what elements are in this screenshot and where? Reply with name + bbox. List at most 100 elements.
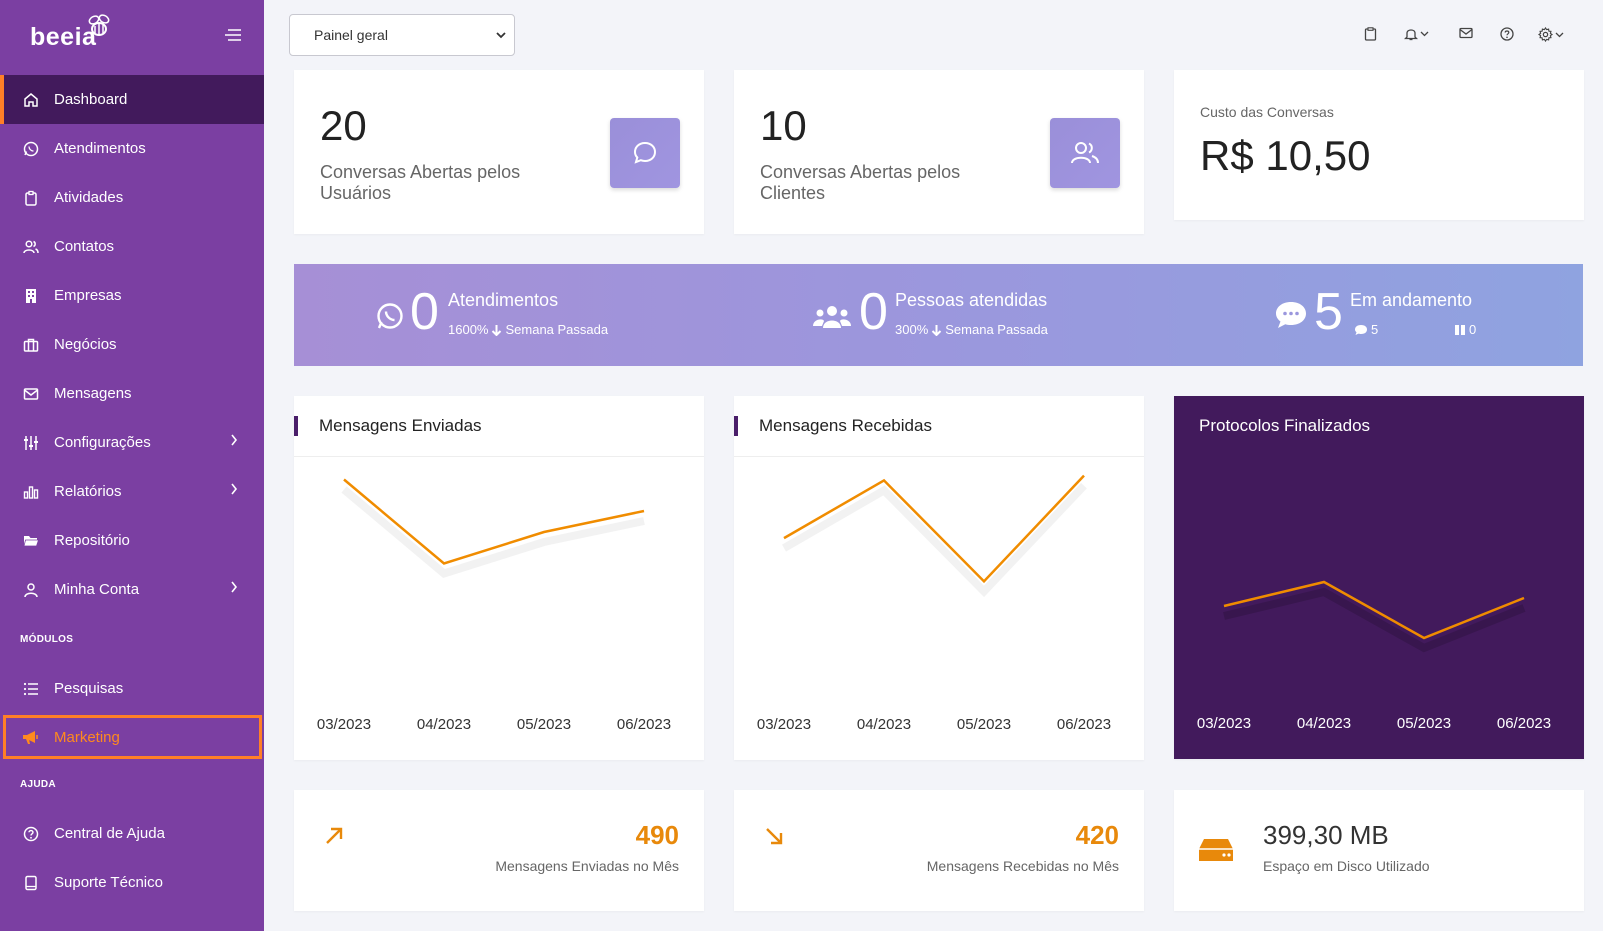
tablet-icon: [22, 874, 40, 892]
pessoas-sub: 300% Semana Passada: [895, 322, 1048, 337]
pessoas-pct: 300%: [895, 322, 929, 337]
bottom-label: Espaço em Disco Utilizado: [1263, 858, 1430, 874]
andamento-chat-count: 5: [1371, 322, 1379, 337]
sidebar-item-label: Negócios: [54, 336, 117, 353]
logo[interactable]: beeia: [0, 0, 264, 75]
folder-icon: [22, 532, 40, 550]
series-line: [1223, 580, 1525, 640]
sidebar-item-label: Empresas: [54, 287, 122, 304]
chevron-down-icon: [496, 32, 506, 39]
chart-recebidas: 03/2023 04/2023 05/2023 06/2023: [757, 474, 1111, 733]
atendimentos-value: 0: [410, 283, 439, 341]
x-tick-label: 03/2023: [1197, 715, 1251, 732]
x-tick-label: 05/2023: [957, 716, 1011, 733]
sidebar-item-relatorios[interactable]: Relatórios: [0, 467, 264, 516]
andamento-chat: 5: [1354, 322, 1378, 337]
bottom-card-disk: 399,30 MB Espaço em Disco Utilizado: [1174, 790, 1584, 911]
cost-label: Custo das Conversas: [1200, 104, 1334, 120]
chevron-down-icon: [1420, 31, 1429, 37]
bottom-value: 490: [635, 820, 679, 850]
sidebar-item-label: Atendimentos: [54, 140, 146, 157]
chart-card-enviadas: Mensagens Enviadas 03/2023 04/2023 05/2023…: [294, 396, 704, 760]
logo-text: beeia: [30, 23, 97, 51]
sidebar-item-central-de-ajuda[interactable]: Central de Ajuda: [0, 809, 264, 858]
mail-icon: [22, 385, 40, 403]
sidebar-item-minha-conta[interactable]: Minha Conta: [0, 565, 264, 614]
bottom-label: Mensagens Recebidas no Mês: [926, 858, 1119, 874]
sidebar-item-label: Dashboard: [54, 91, 128, 108]
bee-icon: [88, 14, 110, 36]
sidebar-item-dashboard[interactable]: Dashboard: [0, 75, 264, 124]
sidebar-item-label: Atividades: [54, 189, 124, 206]
list-icon: [22, 680, 40, 698]
x-tick-label: 04/2023: [1297, 715, 1351, 732]
clipboard-icon: [22, 189, 40, 207]
chart-title: Mensagens Enviadas: [319, 416, 482, 435]
dashboard-select-value: Painel geral: [314, 27, 388, 43]
bell-icon: [1404, 29, 1418, 41]
sidebar-item-label: Contatos: [54, 238, 115, 255]
dashboard-select[interactable]: Painel geral: [289, 14, 515, 56]
x-tick-label: 06/2023: [1497, 715, 1551, 732]
stat-label: Conversas Abertas pelos Clientes: [760, 162, 961, 203]
sidebar-item-repositorio[interactable]: Repositório: [0, 516, 264, 565]
atendimentos-sub-label: Semana Passada: [505, 322, 609, 337]
bottom-value: 399,30 MB: [1263, 820, 1389, 850]
x-tick-label: 03/2023: [757, 716, 811, 733]
users-group-icon: [813, 306, 851, 328]
whatsapp-icon: [377, 303, 403, 329]
chart-protocolos: 03/2023 04/2023 05/2023 06/2023: [1197, 580, 1551, 732]
series-line-shadow: [782, 482, 1087, 598]
mail-icon: [1459, 27, 1473, 39]
series-line: [343, 478, 645, 565]
sidebar-item-label: Mensagens: [54, 385, 132, 402]
bottom-label: Mensagens Enviadas no Mês: [495, 858, 679, 874]
x-tick-label: 04/2023: [857, 716, 911, 733]
sidebar-item-marketing[interactable]: Marketing: [3, 715, 262, 759]
cost-value: R$ 10,50: [1200, 132, 1371, 179]
arrow-down-right-icon: [766, 828, 783, 845]
clipboard-button[interactable]: [1364, 27, 1377, 41]
arrow-down-icon: [492, 324, 502, 336]
users-icon-box: [1050, 118, 1120, 188]
sidebar-item-suporte-tecnico[interactable]: Suporte Técnico: [0, 858, 264, 907]
menu-toggle-icon[interactable]: [224, 28, 242, 42]
series-line-shadow: [341, 486, 645, 578]
sidebar-item-negocios[interactable]: Negócios: [0, 320, 264, 369]
andamento-value: 5: [1314, 283, 1343, 341]
summary-banner: 0 Atendimentos 1600% Semana Passada 0 Pe…: [294, 264, 1583, 366]
comments-icon: [1276, 302, 1306, 328]
sidebar-item-atividades[interactable]: Atividades: [0, 173, 264, 222]
x-tick-label: 05/2023: [517, 716, 571, 733]
andamento-paused: 0: [1454, 322, 1476, 337]
home-icon: [22, 91, 40, 109]
bottom-card-enviadas: 490 Mensagens Enviadas no Mês: [294, 790, 704, 911]
help-circle-icon: [22, 825, 40, 843]
sidebar-item-label: Marketing: [54, 728, 120, 746]
sidebar-item-empresas[interactable]: Empresas: [0, 271, 264, 320]
sidebar-item-mensagens[interactable]: Mensagens: [0, 369, 264, 418]
notifications-button[interactable]: [1404, 27, 1429, 41]
section-label-modules: MÓDULOS: [20, 633, 74, 645]
title-accent: [734, 416, 738, 436]
divider: [734, 456, 1144, 457]
sidebar-item-pesquisas[interactable]: Pesquisas: [0, 664, 264, 713]
sidebar-item-atendimentos[interactable]: Atendimentos: [0, 124, 264, 173]
settings-button[interactable]: [1538, 27, 1564, 42]
stat-value: 10: [760, 102, 807, 149]
pessoas-sub-label: Semana Passada: [945, 322, 1048, 337]
sidebar-item-configuracoes[interactable]: Configurações: [0, 418, 264, 467]
stat-card-cost: Custo das Conversas R$ 10,50: [1174, 70, 1584, 220]
sidebar-item-label: Configurações: [54, 434, 151, 451]
x-tick-label: 03/2023: [317, 716, 371, 733]
arrow-down-icon: [932, 324, 942, 336]
chevron-right-icon: [231, 581, 238, 593]
sidebar-item-contatos[interactable]: Contatos: [0, 222, 264, 271]
help-button[interactable]: [1500, 27, 1514, 41]
atendimentos-sub: 1600% Semana Passada: [448, 322, 608, 337]
clipboard-icon: [1364, 27, 1377, 41]
stat-label: Conversas Abertas pelos Usuários: [320, 162, 521, 203]
comment-icon: [1355, 324, 1367, 335]
x-tick-label: 06/2023: [617, 716, 671, 733]
mail-button[interactable]: [1459, 27, 1473, 39]
